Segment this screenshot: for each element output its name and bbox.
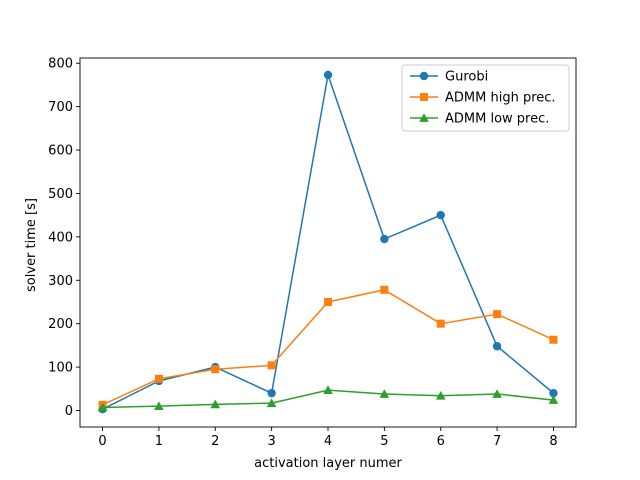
x-tick-label: 6 [437, 434, 445, 449]
legend-label: ADMM low prec. [445, 112, 549, 127]
data-point [380, 234, 389, 244]
y-axis-label: solver time [s] [24, 198, 39, 292]
x-tick-label: 8 [549, 434, 557, 449]
legend-box [401, 64, 570, 132]
series-layer [97, 70, 559, 414]
legend-marker [420, 93, 428, 101]
data-point [154, 401, 164, 411]
data-point [492, 342, 502, 351]
data-point [210, 399, 221, 409]
y-tick-label: 600 [48, 144, 73, 159]
data-point [154, 374, 163, 383]
legend: Gurobi ADMM high prec. ADMM low prec. [401, 64, 570, 132]
x-axis-label: activation layer numer [254, 456, 402, 471]
data-point [548, 395, 559, 404]
y-tick-label: 100 [48, 361, 73, 376]
data-point [323, 385, 333, 394]
y-axis: 0 100 200 300 400 500 600 700 800 [48, 57, 80, 419]
x-tick-label: 7 [493, 434, 501, 449]
data-point [324, 297, 332, 306]
data-point [380, 285, 389, 294]
data-point [549, 335, 558, 344]
data-point [267, 388, 276, 398]
x-axis: 0 1 2 3 4 5 6 7 8 [98, 427, 558, 449]
legend-marker [419, 113, 429, 122]
y-tick-label: 0 [65, 404, 73, 419]
legend-label: ADMM high prec. [445, 91, 556, 106]
x-tick-label: 1 [155, 434, 163, 449]
x-tick-label: 0 [98, 434, 106, 449]
legend-marker [419, 71, 429, 81]
data-point [267, 361, 276, 370]
data-point [379, 389, 390, 398]
y-tick-label: 400 [48, 230, 73, 245]
series-admm-low-prec [97, 385, 559, 412]
data-point [436, 319, 445, 328]
data-point [323, 70, 333, 80]
legend-label: Gurobi [445, 70, 488, 85]
data-point [493, 310, 502, 319]
data-point [97, 402, 108, 412]
y-tick-label: 800 [48, 57, 73, 72]
y-tick-label: 300 [48, 274, 73, 289]
data-point [266, 398, 277, 407]
data-point [549, 388, 558, 398]
data-point [435, 390, 446, 400]
x-tick-label: 4 [324, 434, 332, 449]
y-tick-label: 700 [48, 100, 73, 115]
y-tick-label: 500 [48, 187, 73, 202]
data-point [492, 389, 502, 398]
y-tick-label: 200 [48, 317, 73, 332]
data-point [436, 210, 445, 220]
x-tick-label: 5 [380, 434, 388, 449]
x-tick-label: 3 [267, 434, 275, 449]
x-tick-label: 2 [211, 434, 219, 449]
data-point [211, 365, 220, 374]
